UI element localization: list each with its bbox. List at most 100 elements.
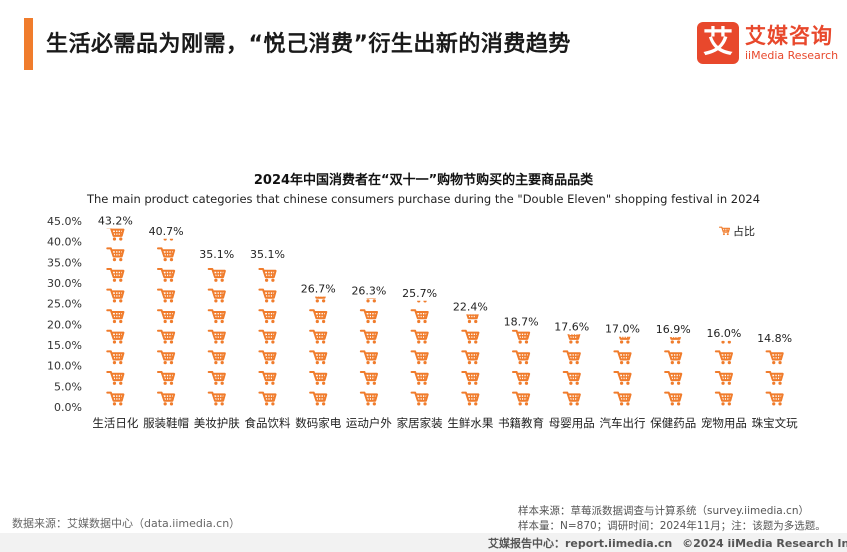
cart-icon [156,370,176,386]
cart-icon [664,370,683,386]
cart-icon [664,350,683,366]
cart-icon [562,370,581,386]
cart-icon [106,288,125,304]
cart-icon [309,391,328,407]
cart-icon [410,370,429,386]
cart-icon [207,370,226,386]
cart-icon [207,288,226,304]
cart-icon [613,350,632,366]
y-tick-label: 25.0% [47,298,82,311]
x-tick-label: 运动户外 [346,416,392,430]
cart-icon [106,350,125,366]
y-tick-label: 40.0% [47,236,82,249]
y-tick-label: 0.0% [54,401,82,414]
footer-text: 艾媒报告中心：report.iimedia.cn ©2024 iiMedia R… [488,535,847,551]
footer-report-link[interactable]: 艾媒报告中心：report.iimedia.cn [488,537,673,550]
cart-icon [156,350,176,366]
y-tick-label: 20.0% [47,318,82,331]
cart-icon [258,370,277,386]
x-tick-label: 家居家装 [397,416,443,430]
cart-icon [461,350,480,366]
chart-subtitle: The main product categories that chinese… [86,192,761,206]
cart-icon [714,391,734,407]
cart-icon [714,370,734,386]
cart-icon [511,350,531,366]
cart-icon [156,288,176,304]
x-tick-label: 食品饮料 [245,416,291,430]
x-tick-label: 数码家电 [295,416,341,430]
cart-icon [511,391,531,407]
cart-icon [765,391,784,407]
bar [309,296,328,407]
cart-icon [461,329,480,345]
bar [258,261,277,407]
cart-icon [156,247,176,263]
bar [714,340,734,407]
legend-cart-icon [719,226,730,236]
cart-icon [258,350,277,366]
logo-name-cn: 艾媒咨询 [745,24,833,48]
cart-icon [664,391,683,407]
cart-icon [309,350,328,366]
cart-icon [359,391,379,407]
cart-icon [765,350,784,366]
cart-icon [258,391,277,407]
y-tick-label: 45.0% [47,215,82,228]
y-tick-label: 5.0% [54,380,82,393]
cart-icon [258,329,277,345]
cart-icon [410,350,429,366]
x-tick-label: 书籍教育 [498,416,544,430]
data-label: 35.1% [199,248,234,261]
cart-icon [258,267,277,283]
data-label: 16.9% [656,323,691,336]
x-tick-label: 宠物用品 [701,416,747,430]
legend-label: 占比 [733,224,755,238]
data-label: 26.3% [351,284,386,297]
footer-bar: 艾媒报告中心：report.iimedia.cn ©2024 iiMedia R… [0,533,847,552]
cart-icon [410,391,429,407]
data-label: 18.7% [504,316,539,329]
cart-icon [106,267,125,283]
cart-icon [511,370,531,386]
bar [156,238,176,407]
data-label: 16.0% [706,327,741,340]
cart-icon [106,370,125,386]
cart-icon [207,309,226,325]
data-label: 26.7% [301,283,336,296]
x-tick-label: 生鲜水果 [447,416,493,430]
cart-icon [613,391,632,407]
data-label: 40.7% [149,225,184,238]
data-label: 35.1% [250,248,285,261]
cart-icon [410,329,429,345]
y-tick-label: 15.0% [47,339,82,352]
x-tick-label: 美妆护肤 [194,416,240,430]
cart-icon [106,329,125,345]
cart-icon [156,329,176,345]
cart-icon [461,370,480,386]
cart-icon [207,350,226,366]
bar [106,228,125,407]
data-label: 22.4% [453,300,488,313]
cart-icon [106,391,125,407]
bar [511,329,531,407]
x-tick-label: 生活日化 [92,416,138,430]
x-tick-label: 汽车出行 [600,416,646,430]
cart-icon [106,247,125,263]
cart-icon [714,350,734,366]
cart-icon [156,391,176,407]
cart-icon [258,309,277,325]
bar [613,336,632,407]
data-source: 数据来源：艾媒数据中心（data.iimedia.cn） [12,517,241,530]
title-accent-bar [24,18,33,70]
sample-note: 样本量：N=870；调研时间：2024年11月；注：该题为多选题。 [518,520,826,532]
bar [207,261,226,407]
cart-icon [309,370,328,386]
bar [562,334,581,407]
x-tick-label: 保健药品 [650,416,696,430]
cart-icon [207,267,226,283]
bar [359,298,379,407]
cart-icon [309,309,328,325]
bar [461,314,480,407]
cart-icon [410,309,429,325]
